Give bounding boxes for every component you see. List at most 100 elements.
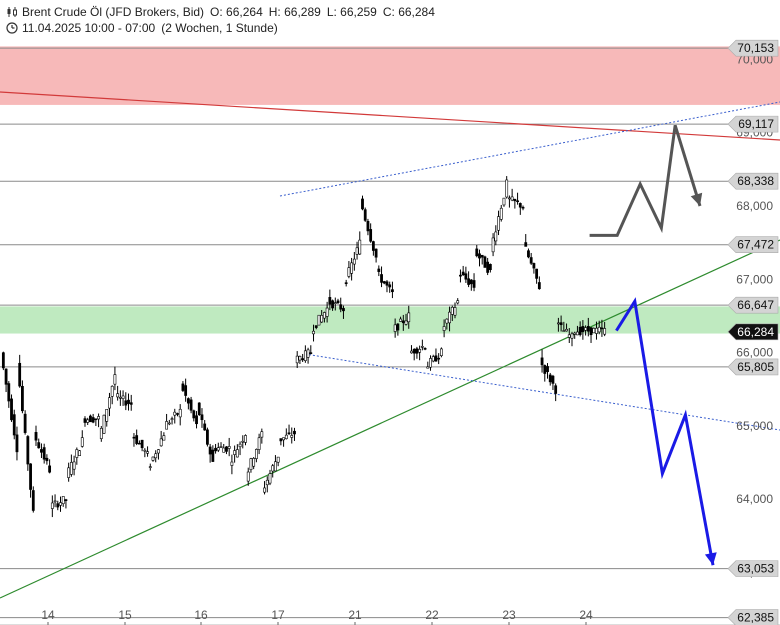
candle-body (361, 198, 364, 210)
candle-body (170, 418, 174, 420)
candle-body (94, 418, 98, 421)
candle-body (548, 374, 552, 383)
candle-body (499, 207, 503, 220)
price-tag-label: 66,647 (737, 298, 774, 312)
candle-body (167, 422, 171, 425)
candle-body (393, 324, 397, 332)
candle-body (314, 325, 318, 328)
zone-layer (0, 46, 780, 334)
candle-body (287, 432, 291, 435)
candle-body (325, 307, 329, 317)
chart-header: Brent Crude Öl (JFD Brokers, Bid) O: 66,2… (0, 0, 780, 40)
candle-body (540, 357, 544, 366)
candle-body (192, 410, 196, 419)
candle-body (146, 451, 149, 454)
candle-body (124, 400, 128, 406)
candle-body (230, 461, 234, 466)
candle-body (603, 328, 607, 335)
candle-body (116, 393, 120, 398)
candle-body (565, 328, 568, 332)
candle-body (50, 502, 54, 509)
candle-body (336, 300, 340, 304)
candle-body (388, 284, 392, 288)
price-tag-shape (727, 296, 779, 314)
price-tag-label: 62,385 (737, 611, 774, 625)
price-tag-shape (727, 323, 779, 341)
candle-body (491, 237, 495, 253)
candle-body (271, 465, 275, 472)
candle-body (306, 349, 310, 358)
candle-body (391, 289, 394, 293)
candle-body (535, 268, 539, 279)
candle-body (233, 450, 237, 455)
blue-projection-arrow (615, 297, 715, 566)
candle-body (469, 279, 473, 285)
candle-body (80, 437, 84, 447)
candle-body (537, 282, 541, 290)
candle-body (399, 318, 402, 322)
level-price-tag: 70,153 (727, 39, 779, 57)
candle-body (189, 399, 193, 411)
instrument-line: Brent Crude Öl (JFD Brokers, Bid) O: 66,2… (6, 5, 441, 19)
trend-lines (0, 91, 780, 599)
x-tick-label: 21 (348, 608, 362, 622)
x-tick-label: 15 (118, 608, 132, 622)
candle-body (331, 300, 334, 309)
candle-body (159, 438, 163, 447)
candles-icon (7, 7, 17, 17)
candle-body (176, 413, 179, 415)
price-tags: 70,153 69,117 68,338 67,472 66,647 65,805 63,0… (727, 39, 779, 625)
candle-body (132, 436, 136, 439)
resistance-trendline (0, 91, 780, 141)
candle-body (309, 352, 313, 354)
zone-band (0, 306, 780, 334)
candle-body (7, 383, 11, 402)
y-tick-label: 64,000 (736, 492, 773, 506)
price-tag-label: 68,338 (737, 174, 774, 188)
candle-body (600, 327, 604, 330)
price-tag-shape (727, 39, 779, 57)
candle-body (344, 282, 348, 284)
candle-body (110, 385, 114, 397)
clock-icon (6, 22, 18, 34)
candle-body (290, 435, 294, 438)
candle-body (510, 196, 514, 201)
candle-body (369, 229, 373, 242)
candle-body (208, 446, 212, 455)
y-tick-label: 67,000 (736, 272, 773, 286)
candle-body (151, 456, 155, 461)
candle-body (494, 231, 498, 242)
candle-body (342, 308, 345, 312)
candle-body (543, 365, 547, 374)
support-trendline (0, 239, 780, 599)
x-axis: 14 15 16 17 21 22 23 24 (0, 608, 780, 625)
candle-body (59, 502, 62, 506)
price-tag-shape (727, 236, 779, 254)
candle-body (97, 416, 100, 420)
candle-body (374, 248, 378, 258)
candle-body (173, 411, 177, 416)
candle-body (480, 254, 484, 258)
candle-body (556, 322, 560, 325)
candle-body (396, 323, 400, 331)
candle-body (363, 209, 367, 221)
candle-body (407, 312, 411, 323)
candle-body (516, 200, 519, 203)
candle-body (129, 402, 133, 405)
candle-body (420, 346, 424, 348)
level-price-tag: 63,053 (727, 560, 779, 577)
x-tick-label: 22 (425, 608, 439, 622)
level-lines (0, 47, 728, 619)
candle-body (10, 398, 13, 421)
candle-body (135, 435, 139, 444)
price-tag-shape (727, 172, 779, 190)
candle-body (105, 408, 109, 422)
price-tag-label: 69,117 (738, 117, 774, 131)
candle-body (339, 304, 343, 310)
y-tick-label: 65,000 (736, 419, 773, 433)
candle-body (584, 327, 587, 331)
candle-body (439, 348, 443, 356)
candle-body (75, 449, 79, 458)
candle-body (352, 258, 356, 265)
